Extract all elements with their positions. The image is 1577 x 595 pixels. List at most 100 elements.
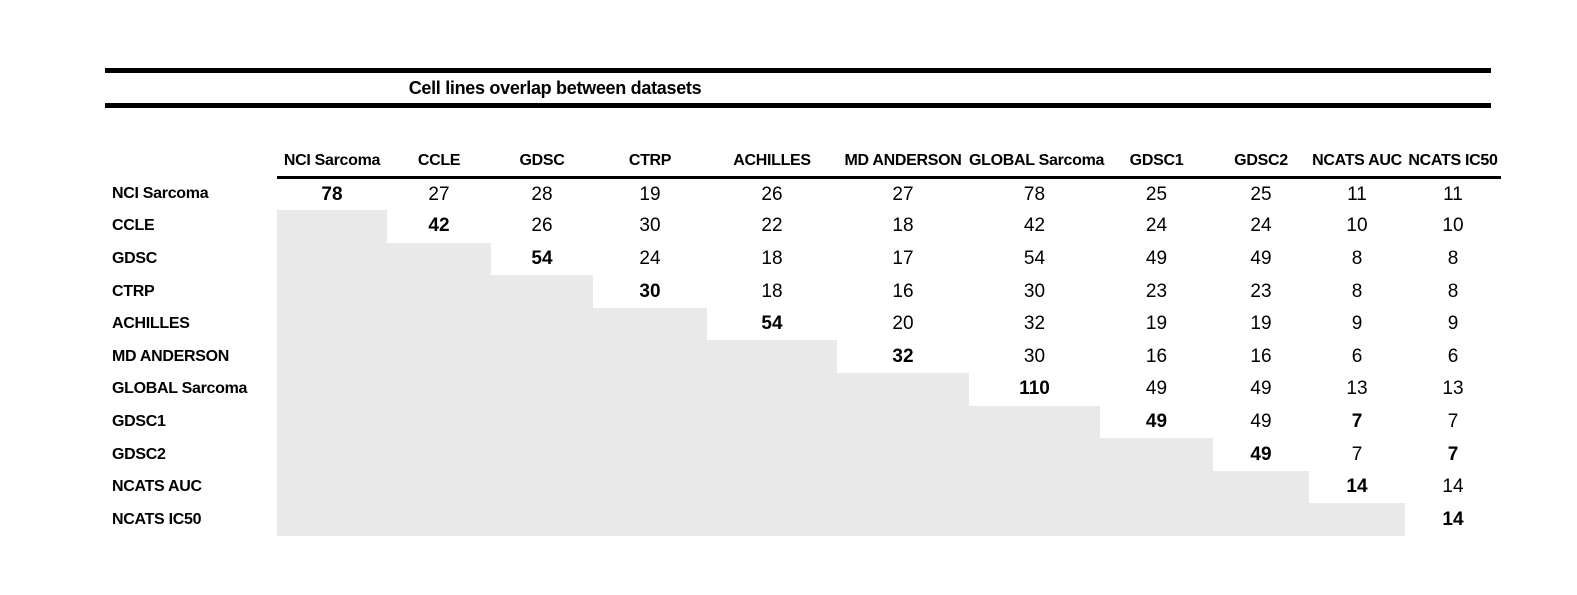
column-header-nci-sarcoma: NCI Sarcoma <box>277 133 387 179</box>
value-cell: 7 <box>1447 443 1459 465</box>
value-cell: 42 <box>1023 215 1046 237</box>
shaded-cell <box>593 307 707 341</box>
table-title: Cell lines overlap between datasets <box>408 78 702 98</box>
value-cell: 11 <box>1443 183 1463 205</box>
column-header-achilles: ACHILLES <box>707 133 837 179</box>
shaded-cell <box>277 438 387 471</box>
value-cell: 27 <box>892 183 914 205</box>
shaded-cell <box>969 470 1100 504</box>
value-cell: 10 <box>1442 215 1464 237</box>
table-row: ACHILLES 54 20 32 19 19 9 9 <box>105 307 1501 341</box>
table-row: NCATS AUC 14 14 <box>105 470 1501 504</box>
shaded-cell <box>707 340 837 374</box>
row-label-gdsc1: GDSC1 <box>112 412 166 430</box>
value-cell: 8 <box>1447 280 1459 302</box>
value-cell: 25 <box>1250 183 1272 205</box>
value-cell: 19 <box>639 183 661 205</box>
shaded-cell <box>1213 470 1309 504</box>
value-cell: 9 <box>1351 313 1363 335</box>
value-cell: 8 <box>1351 247 1363 269</box>
value-cell: 16 <box>892 280 914 302</box>
shaded-cell <box>969 405 1100 439</box>
shaded-cell <box>387 438 491 471</box>
shaded-cell <box>707 470 837 504</box>
value-cell: 6 <box>1447 345 1459 367</box>
shaded-cell <box>707 438 837 471</box>
value-cell: 54 <box>1023 247 1046 269</box>
value-cell: 16 <box>1250 345 1272 367</box>
table-row: GLOBAL Sarcoma 110 49 49 13 13 <box>105 373 1501 406</box>
column-header-gdsc: GDSC <box>491 133 593 179</box>
top-rule <box>105 68 1491 73</box>
shaded-cell <box>969 503 1100 537</box>
shaded-cell <box>387 405 491 439</box>
table-row: GDSC2 49 7 7 <box>105 438 1501 471</box>
shaded-cell <box>593 503 707 537</box>
shaded-cell <box>491 373 593 406</box>
shaded-cell <box>491 307 593 341</box>
shaded-cell <box>491 470 593 504</box>
value-cell: 6 <box>1351 345 1363 367</box>
value-cell: 14 <box>1346 476 1368 498</box>
shaded-cell <box>277 340 387 374</box>
shaded-cell <box>387 503 491 537</box>
row-label-ctrp: CTRP <box>112 282 155 300</box>
shaded-cell <box>1100 503 1213 537</box>
value-cell: 18 <box>761 280 783 302</box>
shaded-cell <box>277 373 387 406</box>
shaded-cell <box>1100 470 1213 504</box>
value-cell: 8 <box>1447 247 1459 269</box>
row-label-nci-sarcoma: NCI Sarcoma <box>112 184 209 202</box>
shaded-cell <box>277 242 387 276</box>
value-cell: 23 <box>1250 280 1272 302</box>
value-cell: 49 <box>1250 443 1272 465</box>
column-header-gdsc1: GDSC1 <box>1100 133 1213 179</box>
row-label-ccle: CCLE <box>112 217 155 235</box>
shaded-cell <box>387 470 491 504</box>
shaded-cell <box>593 373 707 406</box>
corner-cell <box>105 133 277 178</box>
shaded-cell <box>837 438 969 471</box>
value-cell: 26 <box>761 183 783 205</box>
shaded-cell <box>1213 503 1309 537</box>
value-cell: 49 <box>1145 410 1168 432</box>
value-cell: 27 <box>428 183 450 205</box>
shaded-cell <box>277 503 387 537</box>
shaded-cell <box>387 373 491 406</box>
overlap-matrix-table: NCI Sarcoma CCLE GDSC CTRP ACHILLES MD ANDERS… <box>105 133 1501 537</box>
value-cell: 30 <box>639 215 661 237</box>
mid-rule <box>105 103 1491 108</box>
value-cell: 28 <box>531 183 553 205</box>
value-cell: 30 <box>639 280 661 302</box>
value-cell: 8 <box>1351 280 1363 302</box>
value-cell: 49 <box>1145 378 1168 400</box>
column-header-global-sarcoma: GLOBAL Sarcoma <box>969 133 1104 179</box>
row-label-md-anderson: MD ANDERSON <box>112 347 229 365</box>
shaded-cell <box>593 470 707 504</box>
value-cell: 49 <box>1250 378 1272 400</box>
value-cell: 54 <box>531 247 553 269</box>
column-header-ctrp: CTRP <box>593 133 707 179</box>
value-cell: 7 <box>1447 410 1459 432</box>
row-label-ncats-ic50: NCATS IC50 <box>112 510 202 528</box>
shaded-cell <box>707 373 837 406</box>
shaded-cell <box>277 307 387 341</box>
shaded-cell <box>593 438 707 471</box>
value-cell: 17 <box>892 247 914 269</box>
header-row: NCI Sarcoma CCLE GDSC CTRP ACHILLES MD ANDERS… <box>105 133 1501 179</box>
column-header-ccle: CCLE <box>387 133 491 179</box>
shaded-cell <box>1100 438 1213 471</box>
value-cell: 24 <box>1250 215 1272 237</box>
value-cell: 19 <box>1250 313 1272 335</box>
value-cell: 54 <box>761 313 783 335</box>
value-cell: 32 <box>1023 313 1046 335</box>
value-cell: 18 <box>892 215 914 237</box>
shaded-cell <box>707 503 837 537</box>
row-label-ncats-auc: NCATS AUC <box>112 478 202 496</box>
value-cell: 11 <box>1347 183 1367 205</box>
value-cell: 78 <box>1023 183 1046 205</box>
value-cell: 10 <box>1346 215 1368 237</box>
shaded-cell <box>277 405 387 439</box>
shaded-cell <box>837 405 969 439</box>
